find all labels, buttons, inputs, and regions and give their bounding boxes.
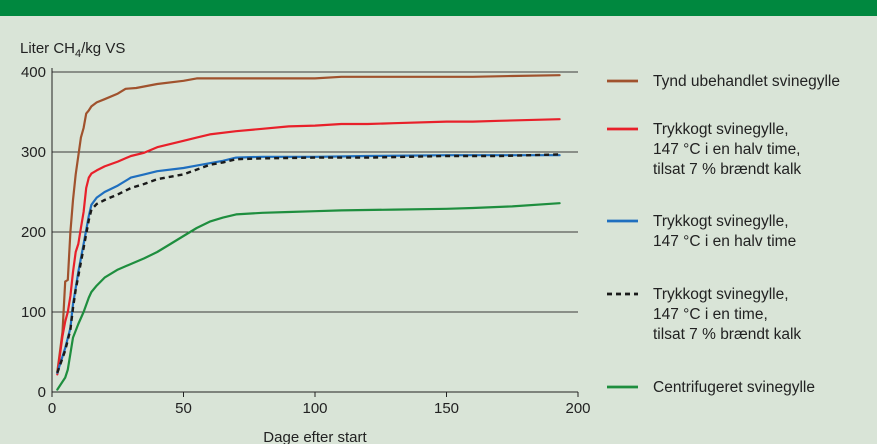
y-axis-label-subscript: 4 [75,48,81,60]
legend-item-3: Trykkogt svinegylle, 147 °C i en halv tim… [607,213,796,250]
legend-label: Trykkogt svinegylle, [653,286,789,303]
legend-label: 147 °C i en halv time, [653,141,801,158]
x-axis-label: Dage efter start [263,429,367,444]
y-tick-label: 400 [21,64,46,81]
legend-label: tilsat 7 % brændt kalk [653,161,801,178]
legend-item-5: Centrifugeret svinegylle [607,379,815,396]
gridlines [52,71,578,313]
legend-label: 147 °C i en halv time [653,233,796,250]
legend-label: Trykkogt svinegylle, [653,121,789,138]
y-axis-label: Liter CH4/kg VS [20,40,125,60]
series-line-4 [56,153,560,374]
y-tick-label: 200 [21,224,46,241]
y-tick-label: 100 [21,304,46,321]
y-tick-labels: 0 100 200 300 400 [21,64,46,401]
legend-item-4: Trykkogt svinegylle, 147 °C i en time, til… [607,286,801,343]
legend-label: Trykkogt svinegylle, [653,213,789,230]
x-tick-label: 0 [48,400,56,417]
x-tick-label: 50 [175,400,192,417]
x-tick-label: 150 [434,400,459,417]
y-axis-label-rest: /kg VS [81,40,125,57]
legend-item-1: Tynd ubehandlet svinegylle [607,73,840,90]
legend-label: Centrifugeret svinegylle [653,379,815,396]
y-tick-label: 300 [21,144,46,161]
series-line-1 [56,74,561,374]
y-axis-label-main: Liter CH [20,40,75,57]
legend-label: tilsat 7 % brændt kalk [653,326,801,343]
x-tick-label: 200 [565,400,590,417]
series-line-3 [56,154,561,374]
legend-label: Tynd ubehandlet svinegylle [653,73,840,90]
x-tick-labels: 0 50 100 150 200 [48,400,591,417]
y-tick-label: 0 [38,384,46,401]
x-tick-label: 100 [302,400,327,417]
axes [51,68,579,397]
legend: Tynd ubehandlet svinegylle Trykkogt svine… [607,73,840,396]
legend-item-2: Trykkogt svinegylle, 147 °C i en halv tim… [607,121,801,178]
series-line-5 [56,202,561,391]
legend-label: 147 °C i en time, [653,306,768,323]
top-accent-bar [0,0,877,16]
series-line-2 [56,118,561,376]
series-lines [56,74,561,391]
